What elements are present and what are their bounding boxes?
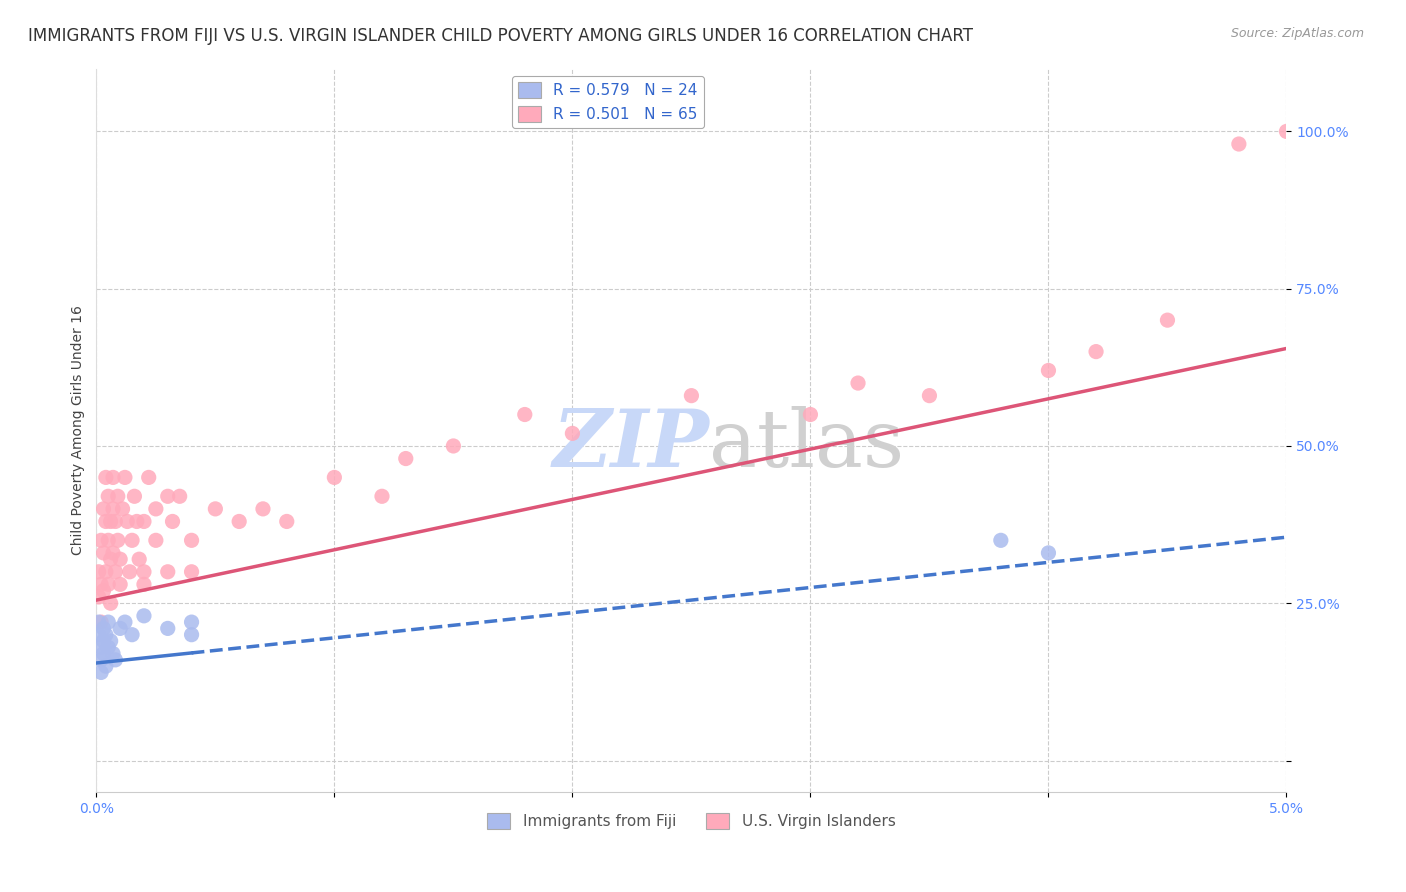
- Point: [90, 665, 112, 680]
- Point: [101, 546, 124, 560]
- Point: [90, 653, 112, 667]
- Point: [204, 501, 226, 516]
- Point: [990, 533, 1012, 548]
- Point: [100, 515, 122, 529]
- Point: [276, 515, 298, 529]
- Point: [100, 552, 122, 566]
- Point: [1156, 313, 1178, 327]
- Text: ZIP: ZIP: [553, 406, 709, 483]
- Point: [94, 470, 117, 484]
- Y-axis label: Child Poverty Among Girls Under 16: Child Poverty Among Girls Under 16: [72, 305, 86, 555]
- Point: [90, 577, 112, 591]
- Point: [124, 489, 146, 503]
- Point: [513, 408, 536, 422]
- Point: [252, 501, 274, 516]
- Point: [156, 489, 179, 503]
- Point: [100, 634, 122, 648]
- Point: [145, 501, 167, 516]
- Point: [228, 515, 250, 529]
- Point: [93, 501, 115, 516]
- Point: [1085, 344, 1108, 359]
- Point: [104, 653, 127, 667]
- Point: [180, 533, 202, 548]
- Point: [1275, 124, 1298, 138]
- Point: [156, 621, 179, 635]
- Point: [90, 615, 112, 629]
- Point: [323, 470, 346, 484]
- Point: [114, 615, 136, 629]
- Point: [101, 647, 124, 661]
- Point: [1227, 136, 1250, 151]
- Point: [101, 501, 124, 516]
- Point: [94, 515, 117, 529]
- Point: [94, 565, 117, 579]
- Point: [93, 583, 115, 598]
- Legend: Immigrants from Fiji, U.S. Virgin Islanders: Immigrants from Fiji, U.S. Virgin Island…: [481, 806, 901, 835]
- Point: [918, 389, 941, 403]
- Point: [125, 515, 148, 529]
- Point: [799, 408, 821, 422]
- Point: [118, 565, 141, 579]
- Point: [97, 489, 120, 503]
- Point: [1038, 546, 1060, 560]
- Point: [90, 533, 112, 548]
- Point: [107, 533, 129, 548]
- Point: [94, 628, 117, 642]
- Point: [93, 634, 115, 648]
- Text: IMMIGRANTS FROM FIJI VS U.S. VIRGIN ISLANDER CHILD POVERTY AMONG GIRLS UNDER 16 : IMMIGRANTS FROM FIJI VS U.S. VIRGIN ISLA…: [28, 27, 973, 45]
- Point: [101, 470, 124, 484]
- Point: [108, 577, 131, 591]
- Point: [145, 533, 167, 548]
- Point: [371, 489, 394, 503]
- Point: [87, 628, 110, 642]
- Point: [441, 439, 464, 453]
- Point: [156, 565, 179, 579]
- Point: [132, 515, 155, 529]
- Point: [94, 659, 117, 673]
- Point: [107, 489, 129, 503]
- Point: [138, 470, 160, 484]
- Point: [114, 470, 136, 484]
- Point: [93, 546, 115, 560]
- Point: [93, 621, 115, 635]
- Point: [132, 565, 155, 579]
- Point: [97, 640, 120, 655]
- Point: [97, 533, 120, 548]
- Text: atlas: atlas: [709, 406, 904, 483]
- Point: [93, 647, 115, 661]
- Point: [128, 552, 150, 566]
- Point: [104, 515, 127, 529]
- Point: [108, 621, 131, 635]
- Point: [561, 426, 583, 441]
- Point: [104, 565, 127, 579]
- Point: [90, 640, 112, 655]
- Point: [121, 533, 143, 548]
- Point: [97, 577, 120, 591]
- Point: [87, 565, 110, 579]
- Point: [132, 608, 155, 623]
- Point: [87, 590, 110, 604]
- Point: [1038, 363, 1060, 377]
- Point: [395, 451, 418, 466]
- Point: [180, 565, 202, 579]
- Point: [162, 515, 184, 529]
- Point: [132, 577, 155, 591]
- Point: [117, 515, 139, 529]
- Point: [180, 615, 202, 629]
- Point: [121, 628, 143, 642]
- Point: [87, 615, 110, 629]
- Point: [97, 615, 120, 629]
- Point: [169, 489, 191, 503]
- Point: [111, 501, 134, 516]
- Text: Source: ZipAtlas.com: Source: ZipAtlas.com: [1230, 27, 1364, 40]
- Point: [846, 376, 869, 390]
- Point: [100, 596, 122, 610]
- Point: [108, 552, 131, 566]
- Point: [180, 628, 202, 642]
- Point: [681, 389, 703, 403]
